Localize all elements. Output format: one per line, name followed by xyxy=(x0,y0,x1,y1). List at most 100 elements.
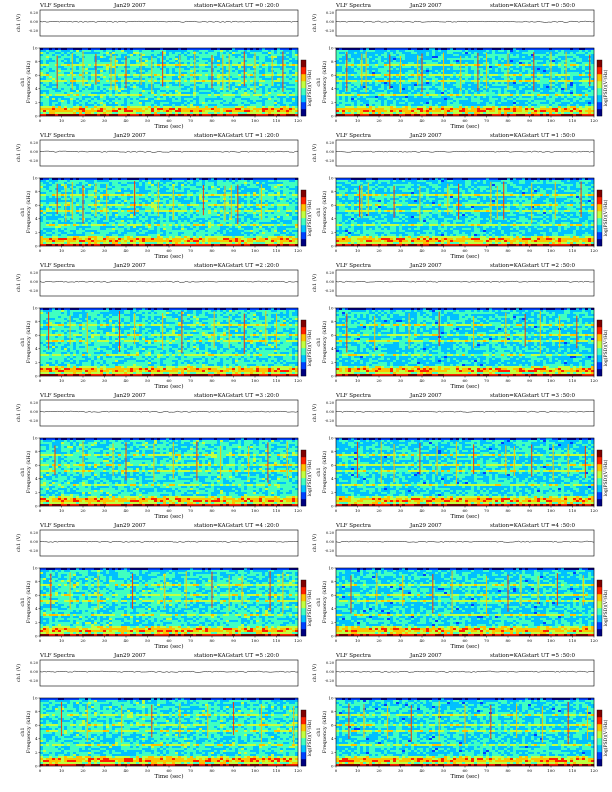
time-tick-label: 90 xyxy=(527,768,533,773)
colorbar-segment xyxy=(301,197,306,205)
channel-label: ch1 xyxy=(316,207,322,216)
spectra-panel: VLF Spectra Jan29 2007 station=KAG start UT… xyxy=(306,2,609,130)
freq-tick-label: 8 xyxy=(331,319,334,324)
freq-tick-label: 2 xyxy=(35,620,38,625)
freq-tick-label: 8 xyxy=(331,189,334,194)
time-tick-label: 100 xyxy=(251,768,259,773)
time-tick-label: 0 xyxy=(335,638,338,643)
colorbar-segment xyxy=(597,67,602,75)
colorbar-segment xyxy=(301,190,306,198)
spectra-svg: 0.20 0.00 -0.20 ch1 (V) 0 2 4 6 8 10 Frequency (kH… xyxy=(311,529,609,650)
ch1-tick-label: 0.20 xyxy=(326,661,335,665)
freq-tick-label: 2 xyxy=(331,100,334,105)
time-tick-label: 100 xyxy=(547,118,555,123)
colorbar-segment xyxy=(597,88,602,96)
colorbar-segment xyxy=(301,369,306,377)
colorbar-label: log(PSD)(V²/Hz) xyxy=(306,459,313,496)
panel-station: station=KAG xyxy=(490,262,526,270)
spectra-panel: VLF Spectra Jan29 2007 station=KAG start UT… xyxy=(306,132,609,260)
ch1-tick-label: -0.20 xyxy=(29,289,39,293)
freq-tick-label: 10 xyxy=(32,305,38,310)
panel-header: VLF Spectra Jan29 2007 station=KAG start UT… xyxy=(40,652,300,660)
channel-label: ch1 xyxy=(316,77,322,86)
freq-tick-label: 10 xyxy=(328,175,334,180)
colorbar-label: log(PSD)(V²/Hz) xyxy=(602,199,609,236)
ch1-tick-label: -0.20 xyxy=(325,29,335,33)
time-tick-label: 40 xyxy=(123,118,129,123)
time-tick-label: 110 xyxy=(569,378,577,383)
panel-start-time: start UT =0 :50:0 xyxy=(526,2,575,10)
ch1-trace xyxy=(335,540,595,543)
panel-station: station=KAG xyxy=(194,132,230,140)
time-tick-label: 20 xyxy=(376,508,382,513)
time-tick-label: 40 xyxy=(123,638,129,643)
time-tick-label: 100 xyxy=(547,248,555,253)
time-tick-label: 40 xyxy=(123,378,129,383)
ch1-axis-label: ch1 (V) xyxy=(311,14,318,32)
freq-tick-label: 6 xyxy=(331,73,334,78)
colorbar-label: log(PSD)(V²/Hz) xyxy=(602,69,609,106)
freq-tick-label: 4 xyxy=(331,476,334,481)
time-tick-label: 40 xyxy=(419,118,425,123)
panel-start-time: start UT =0 :20:0 xyxy=(230,2,279,10)
time-axis-label: Time (sec) xyxy=(450,773,479,780)
time-axis-label: Time (sec) xyxy=(154,513,183,520)
colorbar-label: log(PSD)(V²/Hz) xyxy=(602,589,609,626)
colorbar-segment xyxy=(597,471,602,479)
time-tick-label: 10 xyxy=(355,378,361,383)
freq-tick-label: 10 xyxy=(328,305,334,310)
colorbar-segment xyxy=(597,608,602,616)
time-tick-label: 40 xyxy=(123,248,129,253)
colorbar-segment xyxy=(301,81,306,89)
time-tick-label: 60 xyxy=(462,768,468,773)
freq-axis-label: Frequency (kHz) xyxy=(321,191,328,234)
colorbar-segment xyxy=(597,197,602,205)
time-tick-label: 20 xyxy=(80,118,86,123)
time-tick-label: 70 xyxy=(188,118,194,123)
colorbar-segment xyxy=(597,485,602,493)
ch1-tick-label: 0.00 xyxy=(326,540,335,544)
time-tick-label: 50 xyxy=(145,378,151,383)
colorbar-segment xyxy=(597,211,602,219)
time-tick-label: 30 xyxy=(398,638,404,643)
panel-header: VLF Spectra Jan29 2007 station=KAG start UT… xyxy=(40,2,300,10)
colorbar-segment xyxy=(301,60,306,68)
spectra-panel: VLF Spectra Jan29 2007 station=KAG start UT… xyxy=(10,652,313,780)
colorbar-segment xyxy=(301,731,306,739)
spectrogram-cells xyxy=(336,568,595,637)
freq-tick-label: 0 xyxy=(35,243,38,248)
time-tick-label: 10 xyxy=(355,508,361,513)
ch1-tick-label: -0.20 xyxy=(29,549,39,553)
colorbar-segment xyxy=(301,710,306,718)
colorbar-frame xyxy=(300,579,307,637)
freq-tick-label: 4 xyxy=(35,606,38,611)
freq-tick-label: 2 xyxy=(331,750,334,755)
time-tick-label: 100 xyxy=(547,378,555,383)
ch1-tick-label: 0.00 xyxy=(30,410,39,414)
spectrogram-cells xyxy=(336,698,595,767)
panel-title: VLF Spectra xyxy=(40,652,75,660)
time-tick-label: 0 xyxy=(39,768,42,773)
freq-tick-label: 10 xyxy=(32,435,38,440)
time-tick-label: 0 xyxy=(39,508,42,513)
ch1-trace xyxy=(335,20,595,23)
time-tick-label: 60 xyxy=(166,638,172,643)
time-tick-label: 60 xyxy=(462,638,468,643)
ch1-trace-frame xyxy=(39,9,299,37)
panel-start-time: start UT =2 :20:0 xyxy=(230,262,279,270)
colorbar-label: log(PSD)(V²/Hz) xyxy=(306,199,313,236)
time-tick-label: 80 xyxy=(505,118,511,123)
time-tick-label: 0 xyxy=(335,118,338,123)
panel-title: VLF Spectra xyxy=(40,522,75,530)
panel-date: Jan29 2007 xyxy=(114,522,146,530)
spectra-panel: VLF Spectra Jan29 2007 station=KAG start UT… xyxy=(306,392,609,520)
ch1-tick-label: 0.20 xyxy=(30,271,39,275)
time-tick-label: 50 xyxy=(441,508,447,513)
time-tick-label: 120 xyxy=(294,508,302,513)
time-tick-label: 90 xyxy=(231,768,237,773)
time-tick-label: 70 xyxy=(188,638,194,643)
freq-tick-label: 2 xyxy=(331,230,334,235)
ch1-tick-label: -0.20 xyxy=(325,549,335,553)
time-tick-label: 110 xyxy=(273,248,281,253)
